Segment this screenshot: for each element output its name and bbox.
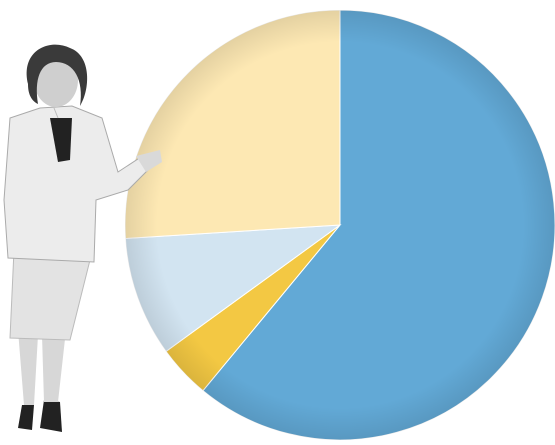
skirt	[9, 249, 93, 341]
presenter	[3, 44, 162, 432]
blouse	[50, 118, 72, 162]
shoe	[18, 405, 34, 430]
shoe	[40, 400, 62, 432]
neck	[53, 107, 59, 119]
hand	[136, 150, 162, 172]
legs	[18, 330, 66, 405]
hair	[26, 44, 88, 106]
jacket	[3, 105, 151, 263]
pie-shading	[125, 10, 555, 440]
face	[34, 53, 78, 107]
